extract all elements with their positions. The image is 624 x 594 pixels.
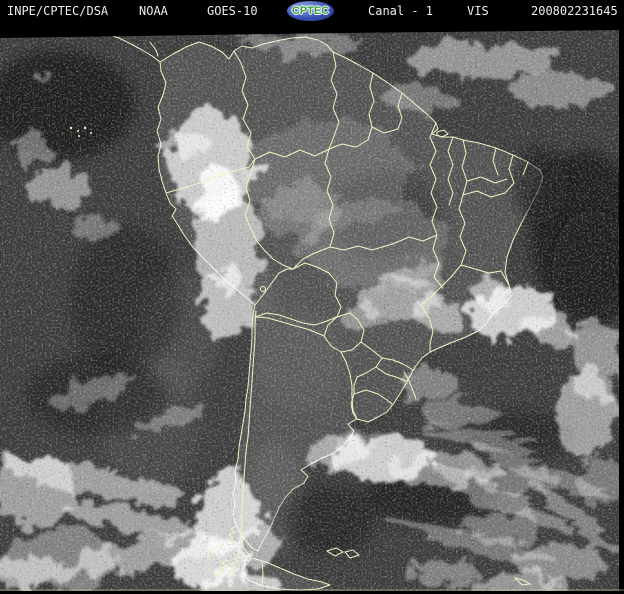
lake-titicaca bbox=[260, 286, 266, 292]
scan-edge-layer bbox=[0, 22, 624, 594]
falkland-islands bbox=[325, 547, 361, 559]
border-chile-argentina bbox=[240, 310, 257, 556]
border-uruguay bbox=[350, 389, 393, 420]
timestamp-label: 200802231645 bbox=[531, 4, 618, 18]
fjord-islets bbox=[191, 544, 231, 586]
border-guyana-venezuela bbox=[328, 51, 340, 150]
border-parana-river bbox=[340, 351, 358, 420]
marajo-island bbox=[436, 129, 449, 138]
grain-layer bbox=[0, 22, 624, 594]
south-georgia-island bbox=[513, 577, 532, 586]
border-colombia-ecuador bbox=[165, 180, 206, 194]
border-misiones bbox=[353, 341, 383, 395]
lagoa-dos-patos bbox=[403, 371, 417, 400]
brazil-state-lines-south bbox=[375, 304, 434, 382]
border-argentina-north bbox=[255, 316, 325, 337]
border-layer bbox=[69, 50, 532, 586]
header-bar: INPE/CPTEC/DSA NOAA GOES-10 CPTEC Canal … bbox=[0, 0, 624, 22]
band-label: VIS bbox=[467, 4, 489, 18]
satellite-label: GOES-10 bbox=[207, 4, 258, 18]
border-venezuela-south bbox=[254, 148, 330, 160]
brazil-state-lines-east bbox=[420, 194, 510, 306]
border-peru-brazil bbox=[244, 158, 294, 270]
border-guyana-suriname bbox=[368, 72, 375, 128]
satellite-image bbox=[0, 22, 624, 594]
agency-label: INPE/CPTEC/DSA bbox=[7, 4, 109, 18]
cptec-logo-text: CPTEC bbox=[291, 5, 330, 17]
border-bolivia-brazil bbox=[292, 262, 342, 318]
border-paraguay bbox=[323, 312, 365, 353]
cptec-logo: CPTEC bbox=[287, 1, 334, 21]
border-tierra-del-fuego bbox=[261, 561, 264, 585]
channel-label: Canal - 1 bbox=[368, 4, 434, 18]
galapagos-islands bbox=[69, 126, 92, 137]
border-bolivia-argentina bbox=[254, 312, 338, 326]
border-venezuela-colombia bbox=[233, 50, 256, 160]
brazil-state-lines-para bbox=[385, 122, 454, 278]
operator-label: NOAA bbox=[139, 4, 168, 18]
border-colombia-peru bbox=[204, 158, 256, 182]
brazil-state-lines-amazon bbox=[292, 148, 387, 270]
chile-fjord-coast bbox=[206, 525, 244, 580]
border-guianas-brazil bbox=[328, 126, 399, 150]
brazil-state-lines-northeast bbox=[461, 139, 529, 198]
border-suriname-guiana bbox=[397, 92, 403, 130]
satellite-map bbox=[0, 22, 624, 594]
border-peru-bolivia bbox=[254, 268, 294, 306]
